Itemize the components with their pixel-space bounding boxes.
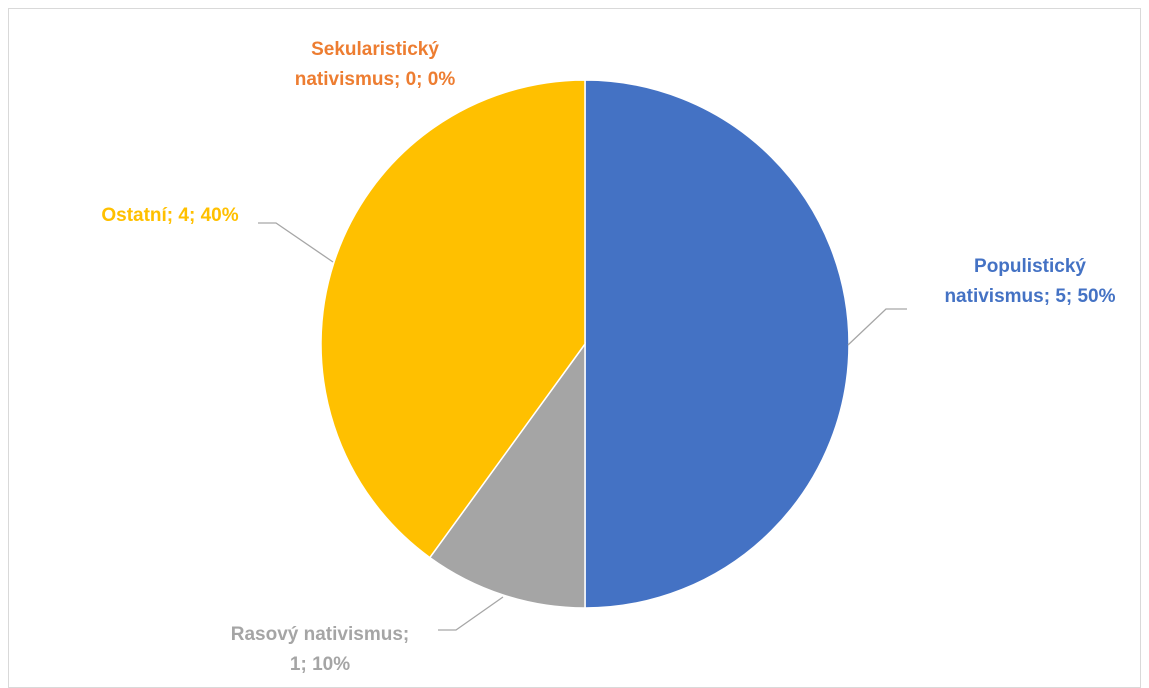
leader-line-populisticky-nativismus [847, 308, 907, 346]
data-label-line: Rasový nativismus; [231, 624, 409, 645]
data-label-rasovy-nativismus: Rasový nativismus; 1; 10% [231, 624, 409, 673]
leader-lines [258, 222, 907, 631]
data-label-line: Ostatní; 4; 40% [101, 205, 238, 226]
pie-chart: Populistický nativismus; 5; 50% Rasový nat… [101, 39, 1115, 673]
data-label-line: Populistický [974, 256, 1086, 277]
data-label-ostatni: Ostatní; 4; 40% [101, 205, 238, 226]
data-labels: Populistický nativismus; 5; 50% Rasový nat… [101, 39, 1115, 673]
data-label-line: Sekularistický [311, 39, 439, 60]
data-label-line: nativismus; 5; 50% [944, 286, 1115, 307]
slice-populisticky-nativismus [584, 79, 850, 609]
pie-slices [320, 79, 850, 609]
slice-rasovy-nativismus [428, 341, 586, 609]
data-label-sekularisticky-nativismus: Sekularistický nativismus; 0; 0% [295, 39, 456, 90]
slice-ostatni [320, 79, 586, 559]
data-label-line: 1; 10% [290, 654, 350, 673]
data-label-line: nativismus; 0; 0% [295, 69, 456, 90]
leader-line-ostatni [258, 222, 334, 263]
leader-line-rasovy-nativismus [438, 596, 504, 631]
data-label-populisticky-nativismus: Populistický nativismus; 5; 50% [944, 256, 1115, 307]
